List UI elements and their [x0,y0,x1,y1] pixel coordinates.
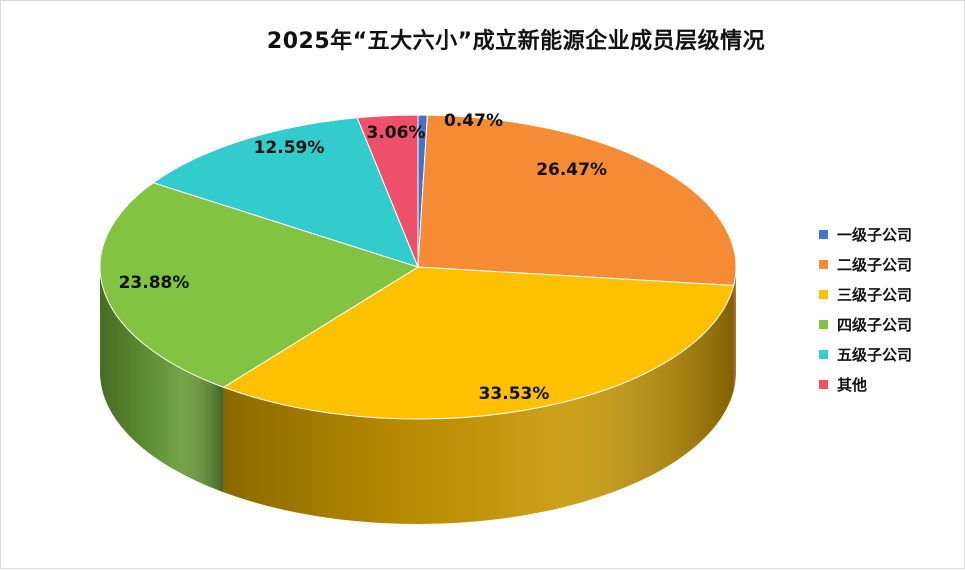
pie-data-label-3: 23.88% [119,273,190,293]
legend-item: 四级子公司 [819,309,959,339]
pie-data-label-2: 33.53% [479,384,550,404]
legend-item: 一级子公司 [819,219,959,249]
pie-wall-shading-1 [733,267,736,391]
chart-legend: 一级子公司二级子公司三级子公司四级子公司五级子公司其他 [819,219,959,399]
pie-data-label-0: 0.47% [444,111,503,131]
pie-slice-1 [417,114,737,287]
legend-label: 一级子公司 [837,225,913,244]
legend-swatch [819,289,828,299]
legend-item: 五级子公司 [819,339,959,369]
legend-swatch [819,229,828,239]
legend-label: 四级子公司 [837,315,913,334]
pie-wall-shading-2 [223,285,734,524]
legend-label: 五级子公司 [837,345,913,364]
legend-swatch [819,319,828,329]
pie-data-label-1: 26.47% [536,160,607,180]
pie-data-label-5: 3.06% [367,123,426,143]
pie-slice-4 [152,117,419,268]
legend-item: 其他 [819,369,959,399]
legend-swatch [819,259,828,269]
legend-item: 二级子公司 [819,249,959,279]
legend-label: 三级子公司 [837,285,913,304]
pie-slice-2 [222,266,735,420]
pie-slice-3 [99,182,420,388]
pie-data-label-4: 12.59% [254,138,325,158]
legend-label: 其他 [837,375,868,394]
legend-item: 三级子公司 [819,279,959,309]
legend-swatch [819,379,828,389]
chart-title: 2025年“五大六小”成立新能源企业成员层级情况 [266,29,766,54]
pie-wall-shading-3 [100,267,224,493]
pie-slice-5 [356,114,419,268]
legend-swatch [819,349,828,359]
legend-label: 二级子公司 [837,255,913,274]
